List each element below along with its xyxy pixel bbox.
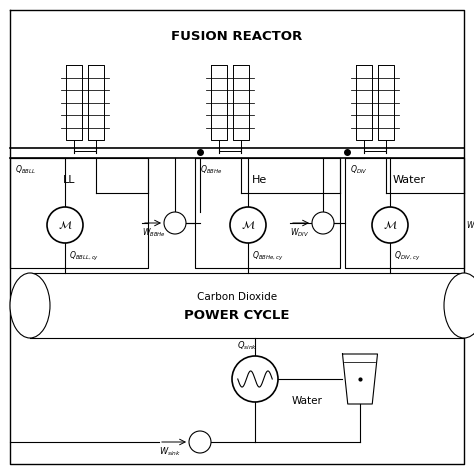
Text: $W$: $W$ bbox=[466, 219, 474, 230]
Ellipse shape bbox=[444, 273, 474, 338]
Text: $\mathcal{M}$: $\mathcal{M}$ bbox=[241, 219, 255, 231]
Text: POWER CYCLE: POWER CYCLE bbox=[184, 309, 290, 322]
Text: $\mathcal{M}$: $\mathcal{M}$ bbox=[383, 219, 397, 231]
Circle shape bbox=[372, 207, 408, 243]
Text: FUSION REACTOR: FUSION REACTOR bbox=[172, 29, 302, 43]
Circle shape bbox=[164, 212, 186, 234]
Text: $W_{DIV}$: $W_{DIV}$ bbox=[290, 226, 309, 238]
Circle shape bbox=[189, 431, 211, 453]
Text: $Q_{BBLL}$: $Q_{BBLL}$ bbox=[15, 163, 36, 175]
Text: LL: LL bbox=[63, 175, 75, 185]
Circle shape bbox=[230, 207, 266, 243]
Text: $Q_{BBHe}$: $Q_{BBHe}$ bbox=[200, 163, 222, 175]
Text: Water: Water bbox=[292, 396, 323, 406]
Text: Carbon Dioxide: Carbon Dioxide bbox=[197, 292, 277, 302]
Text: Water: Water bbox=[393, 175, 426, 185]
Text: $Q_{BBLL,cy}$: $Q_{BBLL,cy}$ bbox=[69, 250, 99, 263]
Text: $W_{BBHe}$: $W_{BBHe}$ bbox=[142, 226, 166, 238]
Circle shape bbox=[232, 356, 278, 402]
Circle shape bbox=[47, 207, 83, 243]
Text: $\mathcal{M}$: $\mathcal{M}$ bbox=[58, 219, 72, 231]
Text: $Q_{sink}$: $Q_{sink}$ bbox=[237, 339, 257, 352]
Text: $Q_{DIV}$: $Q_{DIV}$ bbox=[350, 163, 368, 175]
Text: He: He bbox=[252, 175, 267, 185]
Text: $W_{sink}$: $W_{sink}$ bbox=[159, 445, 181, 457]
Text: $Q_{DIV,cy}$: $Q_{DIV,cy}$ bbox=[394, 250, 420, 263]
Ellipse shape bbox=[10, 273, 50, 338]
Text: $Q_{BBHe,cy}$: $Q_{BBHe,cy}$ bbox=[252, 250, 283, 263]
Circle shape bbox=[312, 212, 334, 234]
